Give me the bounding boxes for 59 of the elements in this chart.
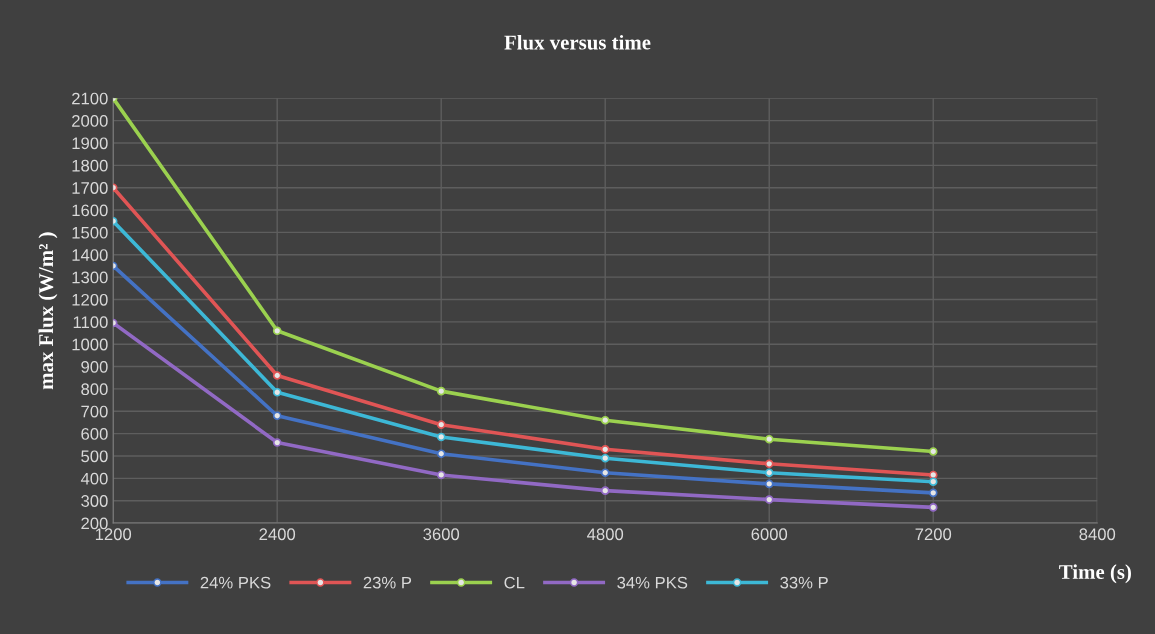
- y-tick-label: 500: [81, 450, 108, 463]
- y-tick-label: 400: [80, 472, 108, 485]
- x-axis-title: Time (s): [1059, 564, 1131, 584]
- point: [764, 434, 774, 444]
- legend-label: CL: [504, 576, 525, 589]
- x-tick-label: 2400: [259, 528, 296, 541]
- y-tick-label: 1100: [73, 316, 108, 329]
- point: [436, 386, 446, 396]
- point: [436, 420, 446, 429]
- y-axis-title: max Flux (W/m² ): [38, 232, 58, 390]
- point: [928, 488, 938, 498]
- y-tick-label: 900: [81, 360, 108, 373]
- legend-label: 34% PKS: [617, 576, 688, 589]
- y-tick-label: 1000: [72, 338, 108, 351]
- point: [928, 503, 938, 512]
- y-tick-label: 800: [81, 383, 108, 396]
- point: [436, 449, 446, 459]
- y-tick-label: 1300: [72, 271, 108, 284]
- point: [928, 477, 938, 486]
- y-tick-label: 200: [81, 517, 108, 530]
- point: [764, 468, 774, 478]
- point: [764, 459, 774, 469]
- point: [600, 415, 610, 425]
- y-tick-label: 1500: [72, 226, 108, 239]
- point: [272, 371, 282, 380]
- point: [600, 486, 610, 495]
- point: [436, 470, 446, 480]
- legend-label: 24% PKS: [200, 576, 271, 589]
- point: [272, 387, 282, 397]
- x-tick-label: 8400: [1079, 528, 1116, 541]
- point: [600, 453, 610, 463]
- point: [600, 468, 610, 478]
- y-tick-label: 700: [81, 405, 108, 418]
- y-tick-label: 300: [81, 495, 108, 507]
- y-tick-label: 1700: [72, 182, 108, 194]
- x-tick-label: 3600: [423, 528, 460, 541]
- point: [272, 326, 282, 336]
- point: [272, 411, 282, 421]
- point: [600, 444, 610, 454]
- point: [764, 495, 774, 504]
- y-tick-label: 1400: [72, 249, 108, 261]
- legend-label: 23% P: [363, 576, 412, 589]
- y-tick-label: 1600: [72, 204, 108, 217]
- point: [764, 479, 774, 489]
- point: [928, 447, 938, 456]
- point: [436, 432, 446, 442]
- y-tick-label: 2000: [72, 115, 108, 127]
- x-tick-label: 7200: [915, 528, 952, 541]
- x-tick-label: 1200: [95, 528, 132, 541]
- point: [272, 438, 282, 447]
- y-tick-label: 2100: [72, 92, 108, 105]
- y-tick-label: 1900: [72, 137, 108, 150]
- y-tick-label: 600: [81, 428, 108, 440]
- x-tick-label: 6000: [751, 528, 788, 541]
- y-tick-label: 1800: [72, 159, 108, 172]
- chart-title: Flux versus time: [504, 34, 651, 50]
- x-tick-label: 4800: [587, 528, 624, 541]
- legend-label: 33% P: [780, 576, 828, 589]
- y-tick-label: 1200: [72, 293, 108, 306]
